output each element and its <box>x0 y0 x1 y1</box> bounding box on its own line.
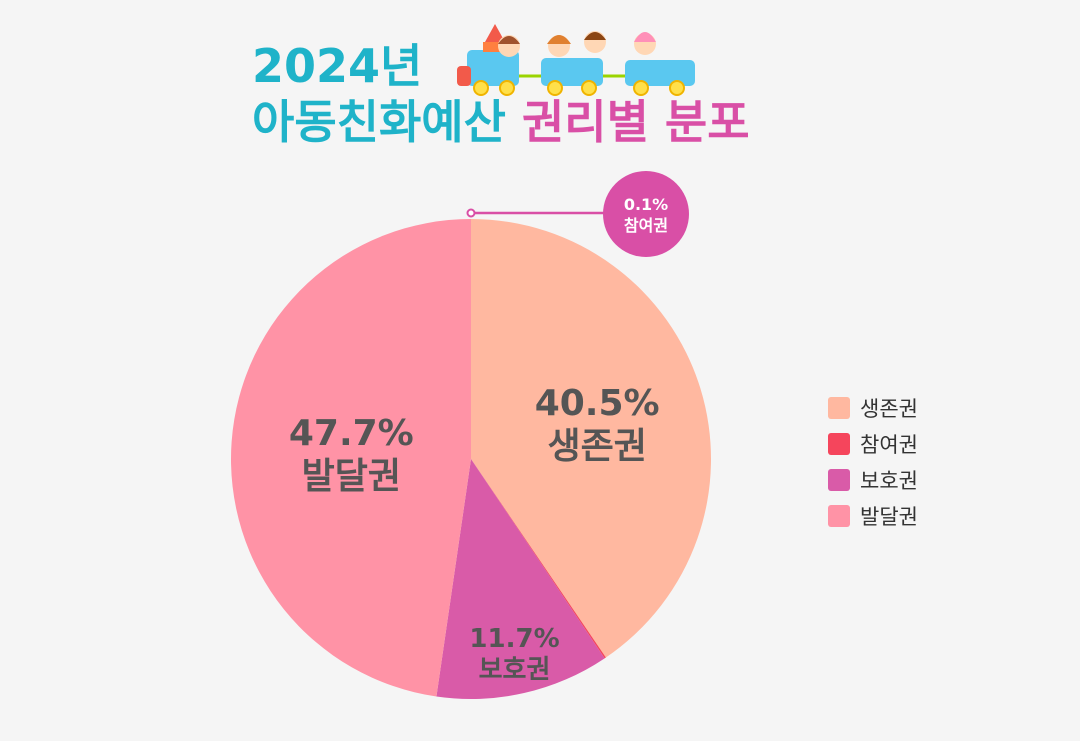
legend-item: 발달권 <box>828 498 918 534</box>
slice-category-label: 생존권 <box>547 426 646 467</box>
title-year: 2024년 <box>252 39 423 93</box>
title-subject: 아동친화예산 권리별 분포 <box>252 94 750 150</box>
slice-value-label: 47.7% <box>289 413 414 454</box>
pie-slice-3 <box>436 459 605 700</box>
legend-label: 발달권 <box>860 505 918 529</box>
callout-value-label: 0.1% <box>624 195 668 214</box>
legend-swatch <box>828 505 850 527</box>
kids-train-icon <box>457 24 695 96</box>
slice-label-4: 47.7%발달권 <box>289 413 414 497</box>
legend-swatch <box>828 397 850 419</box>
legend-label: 생존권 <box>860 397 918 421</box>
legend-label: 참여권 <box>860 433 918 457</box>
pie-slice-4 <box>230 219 471 697</box>
pie-slice-2 <box>471 459 606 659</box>
legend-item: 참여권 <box>828 426 918 462</box>
legend-item: 보호권 <box>828 462 918 498</box>
legend-label: 보호권 <box>860 469 918 493</box>
slice-category-label: 보호권 <box>479 655 551 685</box>
title-main: 아동친화예산 <box>252 95 522 150</box>
legend-item: 생존권 <box>828 390 918 426</box>
title-accent: 권리별 분포 <box>521 95 750 150</box>
chart-title: 2024년 아동친화예산 권리별 분포 <box>252 38 750 150</box>
slice-value-label: 11.7% <box>469 624 559 654</box>
callout-dot <box>466 208 476 218</box>
pie-slice-1 <box>471 219 712 658</box>
callout-bubble <box>603 171 689 257</box>
slice-category-label: 발달권 <box>302 456 401 497</box>
legend-swatch <box>828 433 850 455</box>
slice-value-label: 40.5% <box>535 383 660 424</box>
callout-category-label: 참여권 <box>624 216 668 235</box>
legend-swatch <box>828 469 850 491</box>
slice-label-3: 11.7%보호권 <box>469 624 559 685</box>
slice-label-1: 40.5%생존권 <box>535 383 660 467</box>
